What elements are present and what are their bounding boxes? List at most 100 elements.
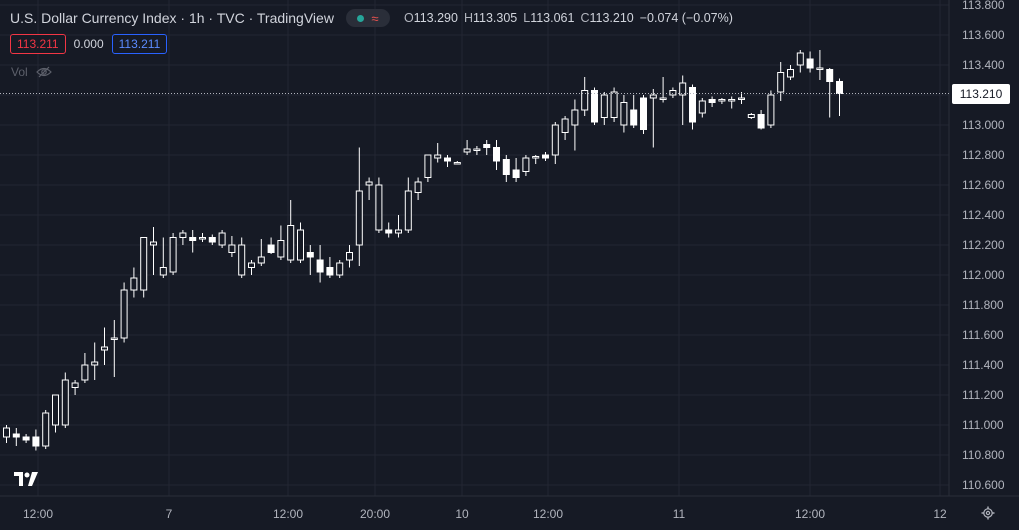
candle-body-up bbox=[571, 109, 579, 126]
candle-body-down bbox=[806, 58, 814, 69]
candle-body-up bbox=[522, 157, 530, 172]
candle-body-down bbox=[12, 433, 20, 438]
candle-body-up bbox=[659, 97, 667, 100]
candle-body-up bbox=[532, 156, 540, 159]
open-value: 113.290 bbox=[413, 11, 458, 25]
candle-body-down bbox=[542, 154, 549, 159]
price-tick-label: 113.800 bbox=[962, 0, 1005, 12]
candle-body-up bbox=[130, 277, 138, 291]
price-tick-label: 111.800 bbox=[962, 298, 1004, 312]
candle-body-up bbox=[71, 382, 79, 388]
candle-body-up bbox=[414, 181, 422, 193]
high-value: 113.305 bbox=[472, 11, 518, 25]
candle-body-down bbox=[483, 144, 491, 148]
candle-body-down bbox=[512, 169, 520, 178]
candle-body-up bbox=[718, 99, 726, 102]
candle-body-up bbox=[375, 184, 383, 231]
spread-value: 0.000 bbox=[73, 37, 104, 51]
candle-body-up bbox=[159, 267, 167, 276]
last-price-label: 113.210 bbox=[952, 84, 1010, 104]
close-label: C bbox=[580, 11, 590, 25]
market-status-pill[interactable]: ≈ bbox=[345, 9, 390, 27]
candle-body-down bbox=[826, 69, 834, 82]
chart-header: U.S. Dollar Currency Index · 1h · TVC · … bbox=[10, 8, 733, 28]
candle-body-up bbox=[101, 346, 108, 351]
candle-body-up bbox=[218, 232, 226, 246]
price-tick-label: 110.800 bbox=[962, 448, 1005, 462]
volume-label[interactable]: Vol bbox=[11, 65, 28, 79]
eye-hidden-icon[interactable] bbox=[35, 66, 52, 78]
time-tick-label: 12 bbox=[933, 507, 947, 521]
candle-body-up bbox=[287, 225, 295, 261]
sell-price-button[interactable]: 113.211 bbox=[10, 34, 66, 54]
candle-body-down bbox=[306, 252, 314, 258]
candle-body-down bbox=[22, 436, 30, 441]
candle-body-up bbox=[257, 256, 265, 264]
candle-body-up bbox=[81, 364, 89, 381]
candle-body-down bbox=[591, 90, 598, 123]
price-tick-label: 113.600 bbox=[962, 28, 1005, 42]
buy-price-button[interactable]: 113.211 bbox=[111, 34, 168, 54]
settings-gear-icon[interactable] bbox=[981, 506, 995, 520]
candle-body-up bbox=[336, 262, 344, 276]
price-tick-label: 113.400 bbox=[962, 58, 1005, 72]
price-axis[interactable]: 113.800113.600113.400113.200113.000112.8… bbox=[962, 0, 1005, 492]
candle-body-up bbox=[738, 97, 745, 100]
candle-body-up bbox=[551, 124, 559, 156]
candle-body-up bbox=[777, 72, 785, 93]
price-tick-label: 113.000 bbox=[962, 118, 1005, 132]
candle-body-up bbox=[248, 262, 255, 268]
price-tick-label: 112.600 bbox=[962, 178, 1005, 192]
price-tick-label: 110.600 bbox=[962, 478, 1005, 492]
price-tick-label: 111.000 bbox=[962, 418, 1004, 432]
candle-body-down bbox=[502, 159, 510, 175]
price-tick-label: 112.200 bbox=[962, 238, 1005, 252]
candle-body-down bbox=[836, 81, 843, 94]
candle-body-up bbox=[52, 394, 59, 426]
candle-body-up bbox=[120, 289, 128, 339]
candle-body-up bbox=[3, 427, 10, 438]
time-axis[interactable]: 12:00 7 12:00 20:00 10 12:00 11 12:00 12 bbox=[23, 507, 947, 521]
symbol-title[interactable]: U.S. Dollar Currency Index · 1h · TVC · … bbox=[10, 10, 334, 26]
candle-body-up bbox=[679, 82, 687, 96]
candle-body-up bbox=[110, 337, 118, 340]
candle-body-down bbox=[208, 237, 216, 243]
candle-body-up bbox=[179, 232, 187, 238]
candle-body-up bbox=[620, 102, 628, 126]
tradingview-logo-icon[interactable] bbox=[12, 468, 42, 490]
candle-body-up bbox=[297, 229, 304, 261]
candle-body-down bbox=[189, 237, 197, 241]
candle-body-up bbox=[698, 100, 706, 114]
price-tick-label: 111.400 bbox=[962, 358, 1004, 372]
market-open-dot-icon bbox=[357, 14, 365, 22]
candle-body-down bbox=[689, 87, 696, 123]
candle-body-down bbox=[267, 244, 275, 253]
quote-row: 113.211 0.000 113.211 bbox=[10, 34, 168, 54]
candle-body-up bbox=[404, 190, 412, 231]
time-tick-label: 20:00 bbox=[360, 507, 390, 521]
candle-body-up bbox=[581, 90, 589, 111]
time-tick-label: 7 bbox=[166, 507, 173, 521]
open-label: O bbox=[403, 11, 414, 25]
time-tick-label: 12:00 bbox=[533, 507, 563, 521]
ohlc-values: O113.290 H113.305 L113.061 C113.210 −0.0… bbox=[404, 11, 733, 25]
candle-body-up bbox=[649, 94, 657, 99]
data-delay-icon: ≈ bbox=[371, 10, 379, 26]
time-tick-label: 10 bbox=[455, 507, 469, 521]
candle-body-down bbox=[444, 157, 451, 162]
price-tick-label: 112.800 bbox=[962, 148, 1005, 162]
candle-body-up bbox=[395, 229, 402, 234]
candle-body-up bbox=[199, 237, 206, 240]
candle-body-down bbox=[493, 147, 500, 162]
candle-body-up bbox=[561, 118, 569, 133]
candle-body-down bbox=[640, 97, 647, 130]
candle-body-down bbox=[326, 267, 334, 276]
price-tick-label: 112.400 bbox=[962, 208, 1005, 222]
candle-body-down bbox=[385, 229, 393, 234]
candle-body-up bbox=[796, 52, 804, 66]
chart-grid bbox=[0, 0, 1019, 497]
low-value: 113.061 bbox=[530, 11, 575, 25]
candle-body-up bbox=[669, 90, 677, 96]
candle-body-up bbox=[453, 162, 461, 165]
